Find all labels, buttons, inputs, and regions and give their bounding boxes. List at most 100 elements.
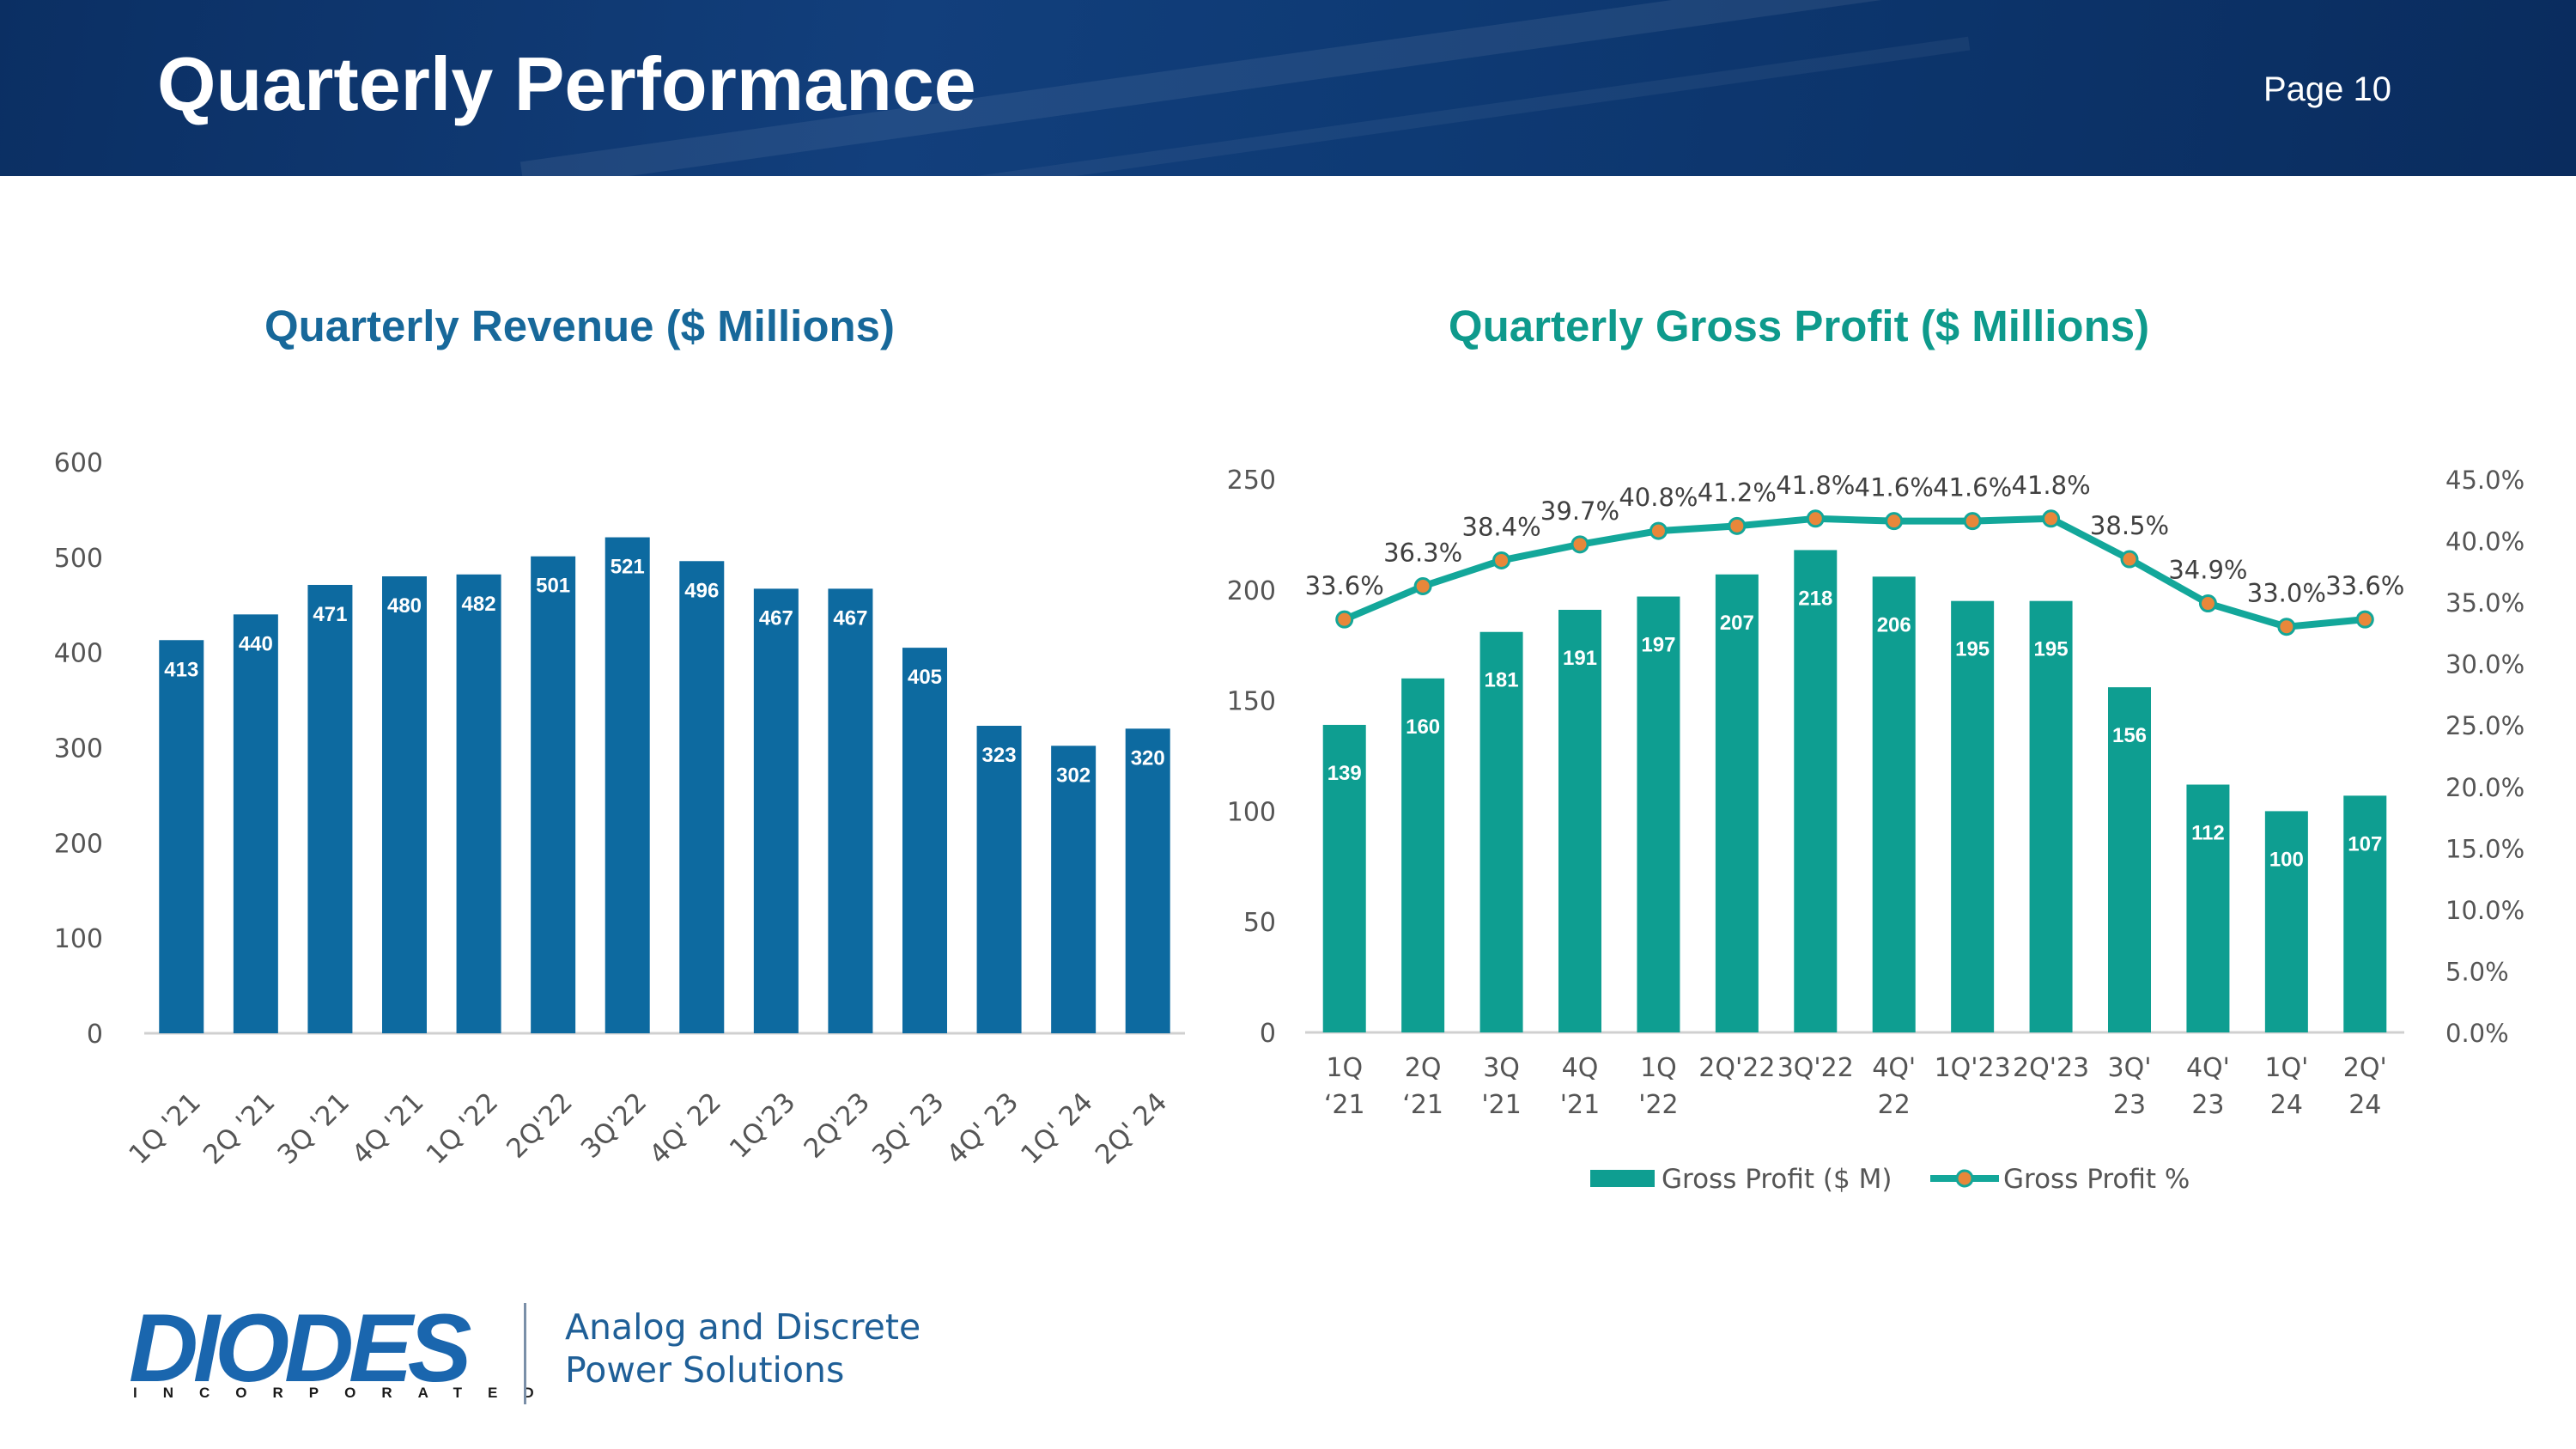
gross-profit-pct-label: 41.8% [1776, 471, 1855, 500]
x-tick-label: 24 [2348, 1090, 2381, 1120]
diodes-logo-subtext: INCORPORATED [133, 1385, 560, 1401]
gross-profit-pct-marker [1413, 577, 1432, 596]
revenue-data-label: 480 [387, 594, 422, 618]
gross-profit-pct-label: 41.2% [1698, 478, 1777, 507]
gross-profit-chart-title: Quarterly Gross Profit ($ Millions) [1448, 301, 2150, 350]
y-tick-label: 300 [54, 734, 103, 764]
gross-profit-data-label: 206 [1877, 613, 1911, 636]
y-tick-label: 250 [1227, 466, 1276, 496]
revenue-bar [679, 561, 725, 1033]
gross-profit-bar [2186, 784, 2230, 1032]
x-tick-label: 3Q' [2108, 1053, 2152, 1083]
gross-profit-pct-label: 33.6% [2325, 571, 2404, 600]
revenue-data-label: 482 [462, 593, 496, 616]
gross-profit-pct-marker [1492, 551, 1511, 569]
gross-profit-pct-marker [2120, 550, 2139, 569]
revenue-data-label: 323 [982, 744, 1017, 767]
revenue-bar [456, 574, 501, 1033]
x-tick-label: 2Q'23 [2013, 1053, 2089, 1083]
revenue-bar [753, 588, 799, 1033]
gross-profit-bar [2108, 687, 2151, 1032]
revenue-data-label: 471 [313, 603, 347, 626]
revenue-bar [976, 726, 1022, 1033]
x-tick-label: 2Q' [2343, 1053, 2387, 1083]
gross-profit-bar [1715, 574, 1759, 1032]
tagline-line-1: Analog and Discrete [565, 1306, 921, 1348]
x-tick-label: 24 [2270, 1090, 2303, 1120]
revenue-data-label: 440 [239, 632, 273, 655]
gross-profit-pct-label: 36.3% [1383, 539, 1462, 568]
gross-profit-data-label: 107 [2348, 832, 2382, 855]
gross-profit-bar [1401, 678, 1445, 1032]
gross-profit-pct-marker [1571, 535, 1589, 554]
x-tick-label: 22 [1878, 1090, 1911, 1120]
y-tick-label: 600 [54, 448, 103, 478]
y-tick-label: 0 [87, 1020, 103, 1050]
gross-profit-pct-label: 41.6% [1855, 473, 1934, 502]
y-tick-label: 100 [54, 924, 103, 954]
legend-label: Gross Profit ($ M) [1662, 1164, 1892, 1195]
gross-profit-pct-marker [1335, 610, 1354, 629]
gross-profit-data-label: 218 [1798, 587, 1832, 610]
revenue-data-label: 302 [1056, 764, 1091, 787]
page-number: Page 10 [2263, 70, 2391, 108]
revenue-bar [307, 584, 353, 1033]
gross-profit-pct-marker [1806, 509, 1825, 528]
gross-profit-data-label: 100 [2269, 848, 2304, 871]
revenue-bar [902, 648, 947, 1033]
gross-profit-pct-line [1343, 514, 2366, 630]
legend-marker-swatch [1955, 1169, 1974, 1188]
gross-profit-pct-marker [2277, 618, 2296, 636]
gross-profit-pct-label: 39.7% [1540, 496, 1619, 526]
gross-profit-bar [1322, 724, 1366, 1032]
x-tick-label: 1Q [1326, 1053, 1363, 1083]
y2-tick-label: 40.0% [2445, 527, 2524, 557]
gross-profit-data-label: 207 [1720, 612, 1754, 635]
y-tick-label: 400 [54, 639, 103, 669]
gross-profit-data-label: 112 [2191, 821, 2225, 844]
gross-profit-pct-marker [1885, 512, 1904, 531]
x-tick-label: 2Q'22 [1698, 1053, 1775, 1083]
revenue-bar [1125, 728, 1170, 1033]
y2-tick-label: 20.0% [2445, 773, 2524, 802]
revenue-bar [605, 537, 650, 1033]
revenue-data-label: 413 [164, 658, 198, 681]
y-tick-label: 0 [1260, 1019, 1276, 1049]
x-tick-label: 23 [2191, 1090, 2224, 1120]
gross-profit-pct-label: 41.8% [2012, 471, 2091, 500]
gross-profit-bar [2343, 795, 2387, 1032]
revenue-bar [1051, 746, 1097, 1033]
revenue-bar [531, 556, 576, 1033]
gross-profit-pct-marker [1963, 512, 1982, 531]
y-tick-label: 200 [1227, 576, 1276, 606]
x-tick-label: 3Q [1483, 1053, 1520, 1083]
revenue-data-label: 467 [833, 606, 867, 630]
gross-profit-pct-label: 38.5% [2090, 511, 2169, 540]
revenue-data-label: 521 [611, 556, 645, 579]
gross-profit-data-label: 156 [2112, 724, 2147, 747]
diodes-logo: DIODES [129, 1294, 471, 1402]
tagline-line-2: Power Solutions [565, 1349, 845, 1391]
gross-profit-bar [1479, 631, 1523, 1032]
x-tick-label: 4Q' [2186, 1053, 2230, 1083]
x-tick-label: 1Q'23 [1935, 1053, 2011, 1083]
revenue-data-label: 467 [759, 606, 793, 630]
gross-profit-pct-label: 33.0% [2247, 579, 2326, 608]
legend-label: Gross Profit % [2003, 1164, 2190, 1195]
y2-tick-label: 10.0% [2445, 896, 2524, 925]
x-tick-label: ‘21 [1402, 1090, 1443, 1120]
y2-tick-label: 15.0% [2445, 834, 2524, 863]
gross-profit-data-label: 195 [1955, 638, 1990, 661]
gross-profit-pct-marker [2042, 509, 2061, 528]
gross-profit-pct-marker [2355, 610, 2374, 629]
y2-tick-label: 35.0% [2445, 588, 2524, 618]
gross-profit-bar [1558, 609, 1601, 1032]
header-banner: Quarterly Performance Page 10 [0, 0, 2576, 176]
gross-profit-data-label: 197 [1641, 634, 1675, 657]
y2-tick-label: 45.0% [2445, 466, 2524, 495]
footer-tagline: Analog and Discrete Power Solutions [565, 1306, 920, 1391]
gross-profit-bar [2029, 600, 2073, 1032]
gross-profit-data-label: 195 [2034, 638, 2069, 661]
